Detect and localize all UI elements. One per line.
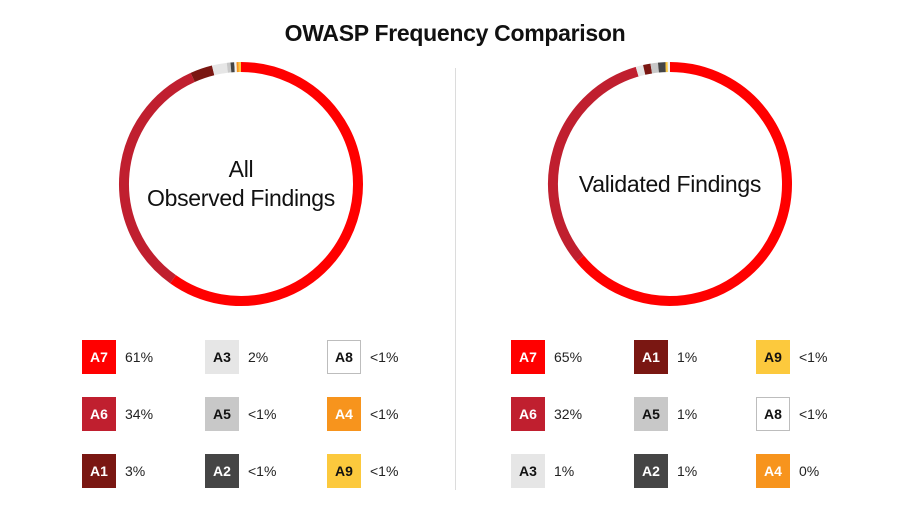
donut-chart-all-observed: All Observed Findings [113, 62, 369, 306]
legend-swatch: A1 [82, 454, 116, 488]
legend-swatch: A5 [634, 397, 668, 431]
donut-slice-a7 [170, 62, 363, 306]
legend-value: 1% [677, 406, 698, 422]
legend-swatch: A1 [634, 340, 668, 374]
legend-value: <1% [370, 349, 399, 365]
legend-value: 61% [125, 349, 154, 365]
center-label-line: Observed Findings [147, 185, 335, 211]
legend-swatch: A9 [756, 340, 790, 374]
legend-swatch: A6 [82, 397, 116, 431]
donut-chart-validated: Validated Findings [542, 62, 798, 306]
legend-value: <1% [370, 406, 399, 422]
chart-title: OWASP Frequency Comparison [284, 20, 626, 46]
center-label-line: All [228, 156, 254, 182]
donut-svg-all-observed [119, 62, 363, 306]
donut-slice-a1 [190, 65, 215, 83]
legend-swatch: A4 [756, 454, 790, 488]
legend-value: <1% [799, 406, 828, 422]
legend-value: 32% [554, 406, 583, 422]
legend-value: 34% [125, 406, 154, 422]
legend-value: 2% [248, 349, 269, 365]
donut-slice-a1 [643, 63, 653, 75]
panel-divider [455, 68, 456, 490]
legend-value: 1% [554, 463, 575, 479]
legend-value: <1% [370, 463, 399, 479]
legend-value: <1% [248, 463, 277, 479]
legend-value: 65% [554, 349, 583, 365]
donut-svg-validated [548, 62, 792, 306]
legend-value: <1% [799, 349, 828, 365]
legend-value: 1% [677, 349, 698, 365]
donut-slice-a6 [119, 72, 195, 284]
legend-swatch: A8 [327, 340, 361, 374]
donut-center-label: Validated Findings [542, 62, 798, 306]
legend-swatch: A9 [327, 454, 361, 488]
legend-value: <1% [248, 406, 277, 422]
legend-swatch: A3 [205, 340, 239, 374]
legend-swatch: A2 [634, 454, 668, 488]
legend-swatch: A6 [511, 397, 545, 431]
legend-value: 3% [125, 463, 146, 479]
donut-slice-a3 [211, 62, 228, 76]
legend-swatch: A4 [327, 397, 361, 431]
donut-center-label: All Observed Findings [113, 62, 369, 306]
donut-slice-a6 [548, 66, 639, 262]
legend-swatch: A5 [205, 397, 239, 431]
legend-swatch: A7 [82, 340, 116, 374]
donut-slice-a5 [650, 62, 659, 74]
legend-value: 1% [677, 463, 698, 479]
legend-swatch: A3 [511, 454, 545, 488]
center-label-line: Validated Findings [578, 170, 762, 197]
donut-slice-a3 [635, 65, 646, 77]
legend-swatch: A8 [756, 397, 790, 431]
legend-swatch: A2 [205, 454, 239, 488]
legend-value: 0% [799, 463, 820, 479]
legend-swatch: A7 [511, 340, 545, 374]
donut-slice-a7 [576, 62, 792, 306]
